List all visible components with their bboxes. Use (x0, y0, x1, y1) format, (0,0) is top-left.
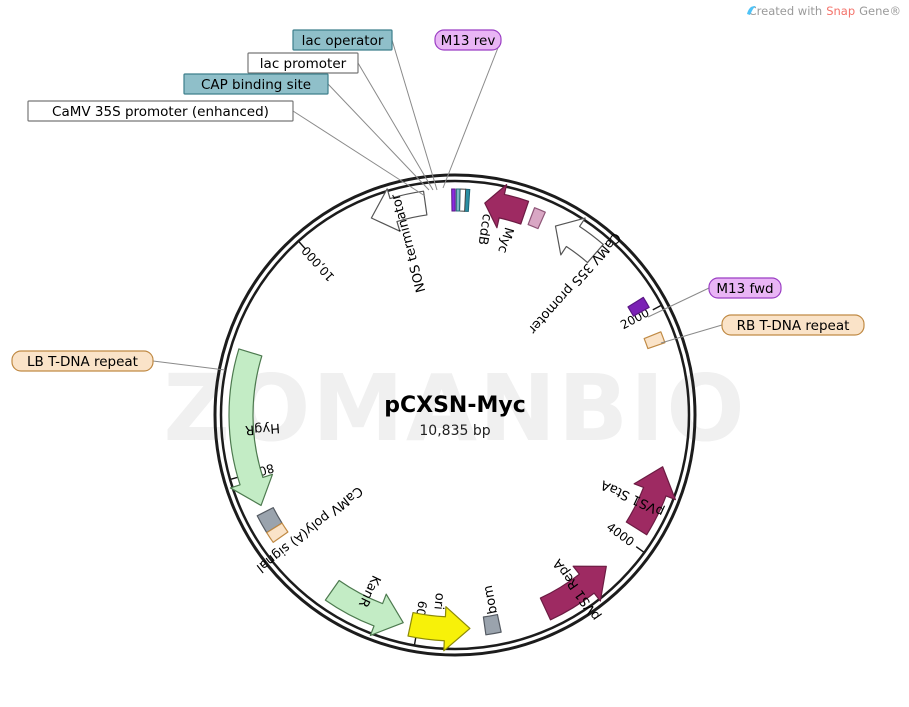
feature-shape[interactable] (484, 184, 530, 229)
label-box[interactable] (247, 52, 359, 74)
label-lac-promoter[interactable]: lac promoter (247, 52, 359, 74)
plasmid-center-label: pCXSN-Myc 10,835 bp (384, 393, 526, 439)
label-text: lac promoter (260, 56, 347, 72)
leader-line (357, 62, 434, 191)
feature-myc[interactable]: Myc (494, 207, 546, 255)
feature-label: bom (481, 584, 501, 615)
credit-brand-snap: Snap (826, 4, 856, 18)
label-box[interactable] (434, 29, 502, 51)
feature-pvs1-repa[interactable]: pVS1 RepA (539, 556, 607, 623)
feature-ori[interactable]: ori (407, 592, 471, 652)
label-text: M13 rev (441, 33, 496, 49)
plasmid-name: pCXSN-Myc (384, 393, 526, 418)
label-rb-t-dna-repeat[interactable]: RB T-DNA repeat (721, 314, 865, 336)
feature-rb-repeat-feat[interactable] (643, 331, 666, 350)
label-box[interactable] (708, 277, 782, 299)
callout-labels: lac operator lac promoter CAP binding site… (11, 29, 865, 372)
feature-nos-terminator[interactable]: NOS terminator (370, 188, 429, 294)
tick-mark (298, 241, 306, 250)
label-text: RB T-DNA repeat (737, 318, 850, 334)
label-text: LB T-DNA repeat (27, 354, 138, 370)
feature-shape[interactable] (643, 331, 666, 350)
leader-line (391, 39, 438, 191)
label-text: lac operator (302, 33, 384, 49)
tick-label: 10,000 (299, 243, 338, 284)
plasmid-backbone (213, 173, 697, 657)
label-text: CaMV 35S promoter (enhanced) (52, 104, 269, 120)
credit-prefix: Created with (748, 4, 823, 18)
tick-mark (652, 304, 662, 311)
feature-label: ori (430, 592, 446, 610)
label-cap-binding-site[interactable]: CAP binding site (183, 73, 329, 95)
label-lb-t-dna-repeat[interactable]: LB T-DNA repeat (11, 350, 154, 372)
label-box[interactable] (11, 350, 154, 372)
snapgene-credit: Created with Snap Gene® (745, 4, 901, 18)
tick-mark (635, 546, 644, 553)
label-camv-35s-enhanced[interactable]: CaMV 35S promoter (enhanced) (27, 100, 294, 122)
leader-line (152, 360, 226, 371)
feature-shape[interactable] (407, 606, 471, 652)
mcs-m13-rev-feat[interactable] (451, 188, 456, 212)
feature-shape[interactable] (370, 188, 428, 232)
label-box[interactable] (27, 100, 294, 122)
feature-camv-35s-promoter[interactable]: CaMV 35S promoter (524, 217, 623, 337)
feature-camv-polya-signal[interactable]: CaMV poly(A) signal (253, 483, 365, 575)
label-lac-operator[interactable]: lac operator (292, 29, 393, 51)
leader-line (442, 39, 502, 189)
feature-bom[interactable]: bom (481, 584, 502, 636)
feature-shape[interactable] (527, 207, 546, 230)
mcs-lac-promoter-feat[interactable] (459, 188, 467, 212)
backbone-outer-ring (213, 173, 697, 657)
leader-line (292, 110, 426, 197)
watermark-text: ZOMANBIO (163, 355, 746, 462)
feature-hygr[interactable]: HygR (228, 348, 281, 507)
feature-shape[interactable] (228, 348, 274, 507)
mcs-cluster (451, 188, 471, 212)
backbone-inner-ring (219, 179, 691, 651)
credit-brand-gene: Gene® (859, 4, 901, 18)
feature-kanr[interactable]: KanR (324, 573, 404, 636)
feature-shape[interactable] (625, 466, 676, 536)
feature-shape[interactable] (324, 579, 404, 636)
feature-shape[interactable] (266, 522, 289, 543)
label-m13-fwd[interactable]: M13 fwd (708, 277, 782, 299)
label-box[interactable] (183, 73, 329, 95)
label-m13-rev[interactable]: M13 rev (434, 29, 502, 51)
feature-label: ccdB (475, 213, 495, 246)
feature-lb-repeat-feat[interactable] (266, 522, 289, 543)
leader-lines (152, 39, 723, 371)
feature-shape[interactable] (539, 565, 607, 621)
feature-shape[interactable] (627, 296, 650, 317)
feature-m13-fwd-feat[interactable] (627, 296, 650, 317)
feature-shape[interactable] (554, 217, 604, 264)
feature-label: Myc (494, 225, 516, 254)
feature-label: HygR (245, 420, 281, 437)
label-text: CAP binding site (201, 77, 311, 93)
leader-line (327, 83, 430, 191)
feature-shape[interactable] (482, 613, 502, 636)
leader-line (660, 324, 723, 344)
label-box[interactable] (292, 29, 393, 51)
watermark: ZOMANBIO (163, 355, 746, 462)
label-box[interactable] (721, 314, 865, 336)
mcs-lac-operator-feat[interactable] (455, 188, 461, 212)
plasmid-size: 10,835 bp (419, 423, 490, 439)
feature-ccdb[interactable]: ccdB (475, 184, 530, 246)
label-text: M13 fwd (716, 281, 773, 297)
leader-line (647, 287, 710, 318)
